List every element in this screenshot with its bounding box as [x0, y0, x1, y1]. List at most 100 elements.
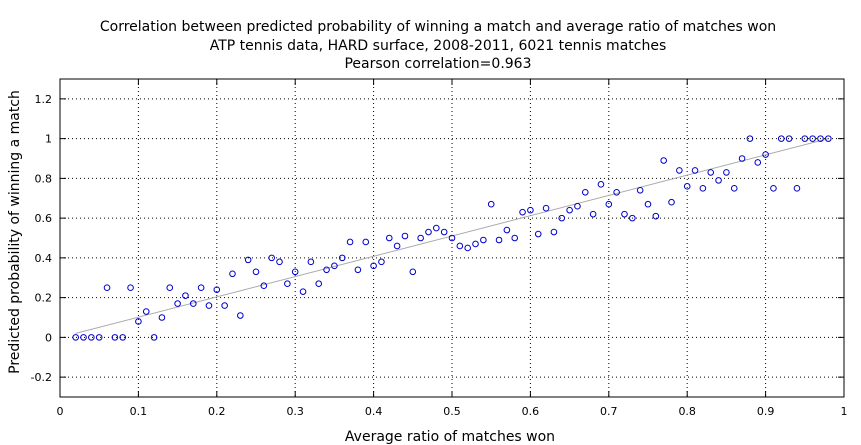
axis-ticks — [59, 79, 845, 397]
plot-area-frame — [59, 78, 845, 398]
data-point — [472, 240, 479, 248]
data-point — [730, 185, 738, 192]
x-tick-label: 0.4 — [365, 405, 383, 418]
data-point — [237, 312, 244, 319]
data-point — [519, 208, 526, 216]
data-point — [542, 204, 550, 212]
data-point — [723, 169, 730, 176]
data-point — [715, 177, 722, 184]
data-point — [683, 183, 691, 190]
data-point — [252, 268, 260, 276]
data-point — [142, 308, 150, 315]
x-tick-label: 0.9 — [757, 405, 775, 418]
data-point — [629, 214, 636, 222]
y-tick-label: 1.2 — [35, 93, 53, 106]
data-point — [621, 210, 628, 218]
x-tick-label: 0.6 — [522, 405, 540, 418]
y-tick-label: 0.8 — [35, 172, 53, 185]
data-point — [72, 334, 79, 341]
chart-title: Correlation between predicted probabilit… — [100, 19, 776, 72]
data-point — [307, 258, 315, 266]
data-point — [668, 198, 675, 206]
data-point — [260, 282, 268, 290]
data-point — [511, 234, 519, 242]
y-tick-label: 1 — [45, 133, 52, 146]
data-point — [268, 254, 275, 262]
data-point — [244, 256, 252, 264]
data-point — [817, 135, 824, 142]
data-point — [213, 286, 221, 293]
grid-lines — [59, 79, 845, 397]
data-point — [707, 169, 715, 176]
data-point — [354, 266, 362, 274]
data-point — [127, 284, 134, 291]
data-point — [644, 200, 652, 208]
data-point — [550, 228, 558, 236]
data-point — [785, 135, 793, 142]
data-point — [777, 135, 785, 142]
x-tick-label: 0.1 — [130, 405, 148, 418]
data-point — [417, 234, 424, 242]
x-tick-label: 0.8 — [678, 405, 696, 418]
data-point — [746, 135, 754, 142]
data-point — [448, 234, 456, 242]
data-point — [581, 188, 589, 196]
data-point — [433, 224, 440, 232]
data-point — [762, 151, 769, 158]
data-point — [111, 334, 119, 341]
data-point — [221, 302, 228, 309]
y-tick-label: 0.2 — [35, 292, 53, 305]
data-point — [801, 135, 809, 142]
data-point — [534, 230, 542, 238]
data-point — [487, 200, 495, 208]
data-point — [276, 258, 283, 266]
data-point — [456, 242, 464, 250]
data-point — [166, 284, 174, 291]
data-point — [691, 167, 699, 174]
data-point — [197, 284, 205, 291]
data-point — [495, 236, 503, 244]
data-point — [825, 135, 832, 142]
title-line-1: Correlation between predicted probabilit… — [100, 19, 776, 35]
data-point — [480, 236, 487, 244]
data-point — [503, 226, 511, 234]
data-point — [613, 188, 620, 196]
y-tick-label: 0.6 — [35, 212, 53, 225]
data-point — [527, 206, 534, 214]
data-point — [174, 300, 181, 307]
data-point — [401, 232, 409, 240]
x-axis-tick-labels: 0 0.1 0.2 0.3 0.4 0.5 0.6 0.7 0.8 0.9 1 — [57, 405, 848, 418]
data-point — [135, 318, 142, 325]
trend-line — [75, 138, 829, 334]
data-point — [464, 244, 471, 252]
data-point — [676, 167, 683, 174]
title-line-2: ATP tennis data, HARD surface, 2008-2011… — [210, 38, 667, 54]
data-point — [331, 262, 338, 270]
y-axis-label: Predicted probability of winning a match — [7, 90, 23, 374]
data-point — [738, 155, 746, 162]
data-point — [103, 284, 111, 291]
data-point — [770, 185, 777, 192]
x-tick-label: 0.5 — [443, 405, 461, 418]
title-line-3: Pearson correlation=0.963 — [344, 56, 531, 72]
data-point — [315, 280, 323, 288]
x-tick-label: 0 — [57, 405, 64, 418]
data-point — [370, 262, 377, 270]
x-tick-label: 1 — [841, 405, 848, 418]
data-point — [636, 187, 644, 194]
data-point — [119, 334, 127, 341]
x-tick-label: 0.2 — [208, 405, 226, 418]
data-point — [409, 268, 417, 276]
y-tick-label: -0.2 — [31, 371, 52, 384]
data-point — [346, 238, 354, 246]
fit-line — [75, 138, 829, 334]
data-point — [150, 334, 158, 341]
data-point — [80, 334, 87, 341]
data-point — [284, 280, 291, 288]
data-point — [299, 288, 307, 295]
data-point — [699, 185, 707, 192]
data-point — [425, 228, 432, 236]
data-point — [88, 334, 95, 341]
